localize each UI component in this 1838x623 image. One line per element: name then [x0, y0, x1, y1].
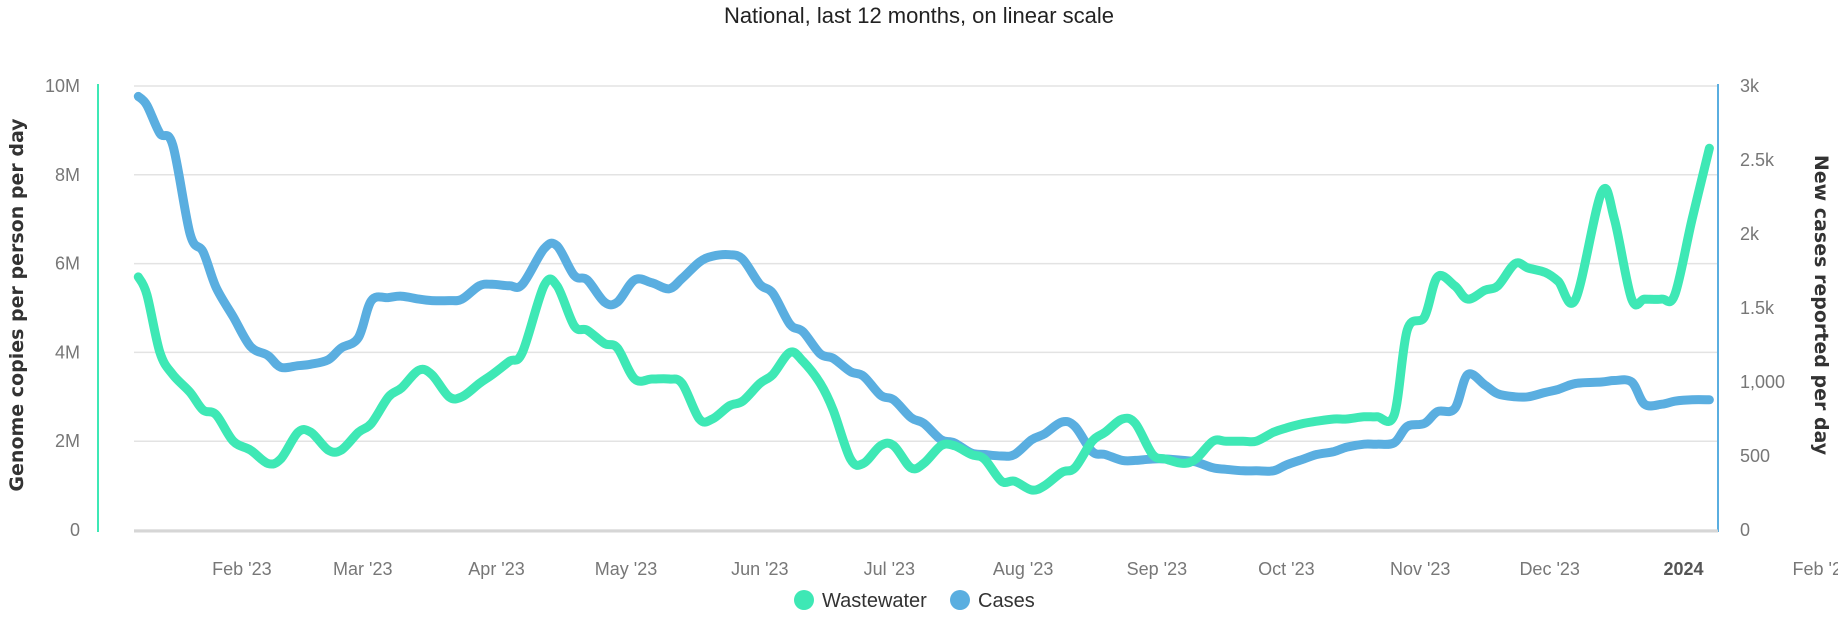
x-tick-label: Apr '23: [468, 559, 524, 579]
right-tick-label: 0: [1740, 520, 1750, 540]
legend[interactable]: Wastewater Cases: [794, 590, 1035, 612]
right-tick-label: 1,000: [1740, 372, 1785, 392]
left-axis-ticks: 0 2M 4M 6M 8M 10M: [45, 76, 80, 540]
x-tick-label: Oct '23: [1258, 559, 1314, 579]
legend-item-cases[interactable]: Cases: [950, 590, 1035, 612]
x-tick-label: Jul '23: [864, 559, 915, 579]
x-tick-label: Jun '23: [731, 559, 788, 579]
x-tick-label: Nov '23: [1390, 559, 1450, 579]
x-tick-label: Sep '23: [1127, 559, 1188, 579]
right-tick-label: 3k: [1740, 76, 1760, 96]
legend-swatch-cases: [950, 590, 970, 610]
legend-item-wastewater[interactable]: Wastewater: [794, 590, 927, 612]
x-tick-label: 2024: [1663, 559, 1703, 579]
left-tick-label: 4M: [55, 342, 80, 362]
x-tick-label: May '23: [595, 559, 657, 579]
axes: [97, 84, 1719, 533]
series-lines: [133, 91, 1714, 495]
right-tick-label: 500: [1740, 446, 1770, 466]
right-axis-ticks: 0 500 1,000 1.5k 2k 2.5k 3k: [1740, 76, 1785, 540]
left-tick-label: 8M: [55, 165, 80, 185]
left-tick-label: 0: [70, 520, 80, 540]
left-tick-label: 2M: [55, 431, 80, 451]
x-tick-label: Dec '23: [1519, 559, 1579, 579]
right-tick-label: 2.5k: [1740, 150, 1775, 170]
left-tick-label: 6M: [55, 254, 80, 274]
series-line-cases: [133, 91, 1714, 476]
chart-title: National, last 12 months, on linear scal…: [724, 3, 1114, 28]
x-tick-label: Feb '2: [1793, 559, 1838, 579]
series-line-wastewater: [133, 143, 1714, 495]
right-tick-label: 2k: [1740, 224, 1760, 244]
right-axis-title: New cases reported per day: [1810, 155, 1832, 456]
legend-label-cases: Cases: [978, 590, 1035, 612]
x-axis-ticks: Feb '23 Mar '23 Apr '23 May '23 Jun '23 Jul '…: [212, 559, 1838, 579]
x-tick-label: Feb '23: [212, 559, 271, 579]
x-tick-label: Aug '23: [993, 559, 1054, 579]
left-tick-label: 10M: [45, 76, 80, 96]
legend-label-wastewater: Wastewater: [822, 590, 927, 612]
left-axis-title: Genome copies per person per day: [6, 118, 28, 492]
x-tick-label: Mar '23: [333, 559, 392, 579]
legend-swatch-wastewater: [794, 590, 814, 610]
right-tick-label: 1.5k: [1740, 298, 1775, 318]
